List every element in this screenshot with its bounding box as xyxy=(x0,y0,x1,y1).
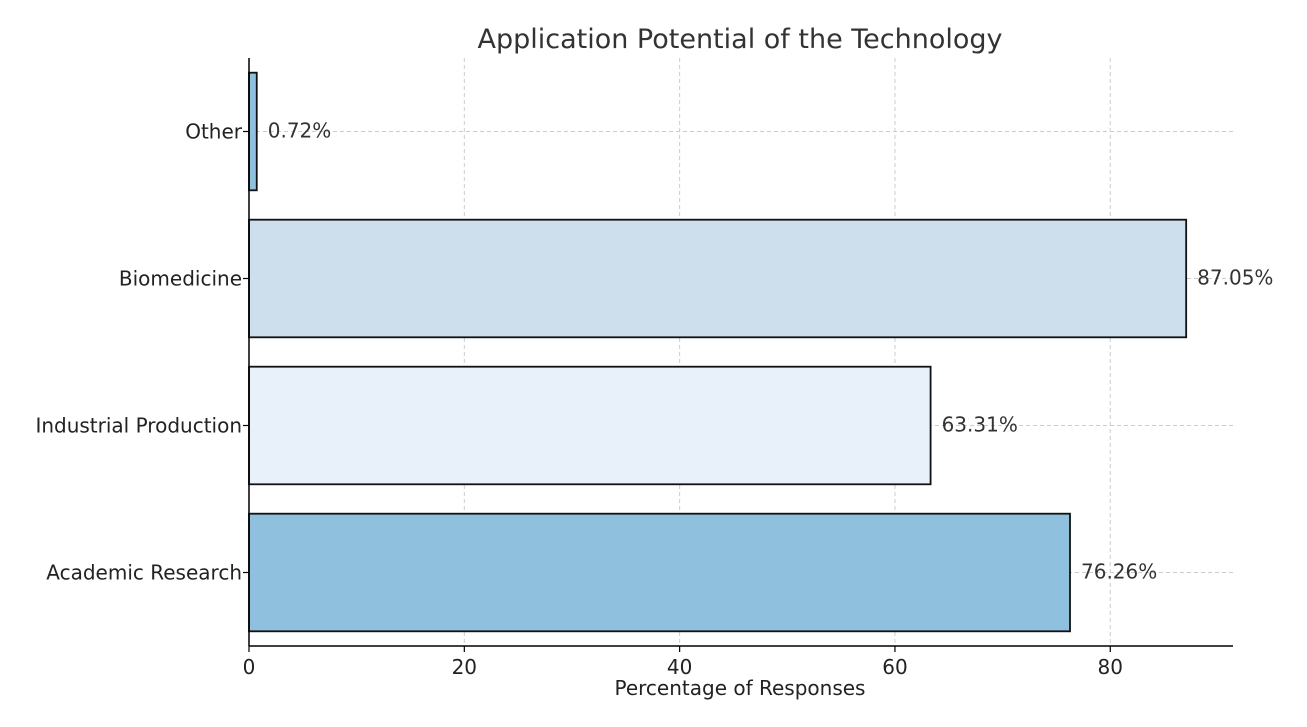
labels: 0 20 40 60 80 Academic Research Industrial Pro… xyxy=(35,119,1273,680)
x-axis-label: Percentage of Responses xyxy=(615,676,866,700)
x-tick-label: 60 xyxy=(882,655,907,679)
y-tick-label: Academic Research xyxy=(46,561,242,585)
y-tick-label: Other xyxy=(185,120,243,144)
axes xyxy=(243,58,1233,652)
bar xyxy=(248,365,932,486)
x-tick-label: 20 xyxy=(452,655,477,679)
chart-title: Application Potential of the Technology xyxy=(477,24,1002,55)
bar xyxy=(248,512,1071,633)
data-label: 0.72% xyxy=(268,119,332,143)
x-tick-label: 40 xyxy=(667,655,692,679)
data-label: 87.05% xyxy=(1197,266,1273,290)
y-tick-label: Biomedicine xyxy=(119,267,242,291)
data-label: 63.31% xyxy=(942,413,1018,437)
data-label: 76.26% xyxy=(1081,560,1157,584)
bar xyxy=(248,218,1188,339)
x-tick-label: 0 xyxy=(243,655,256,679)
y-tick-label: Industrial Production xyxy=(35,414,242,438)
bars xyxy=(248,71,1188,633)
bar xyxy=(248,71,258,192)
x-tick-label: 80 xyxy=(1098,655,1123,679)
